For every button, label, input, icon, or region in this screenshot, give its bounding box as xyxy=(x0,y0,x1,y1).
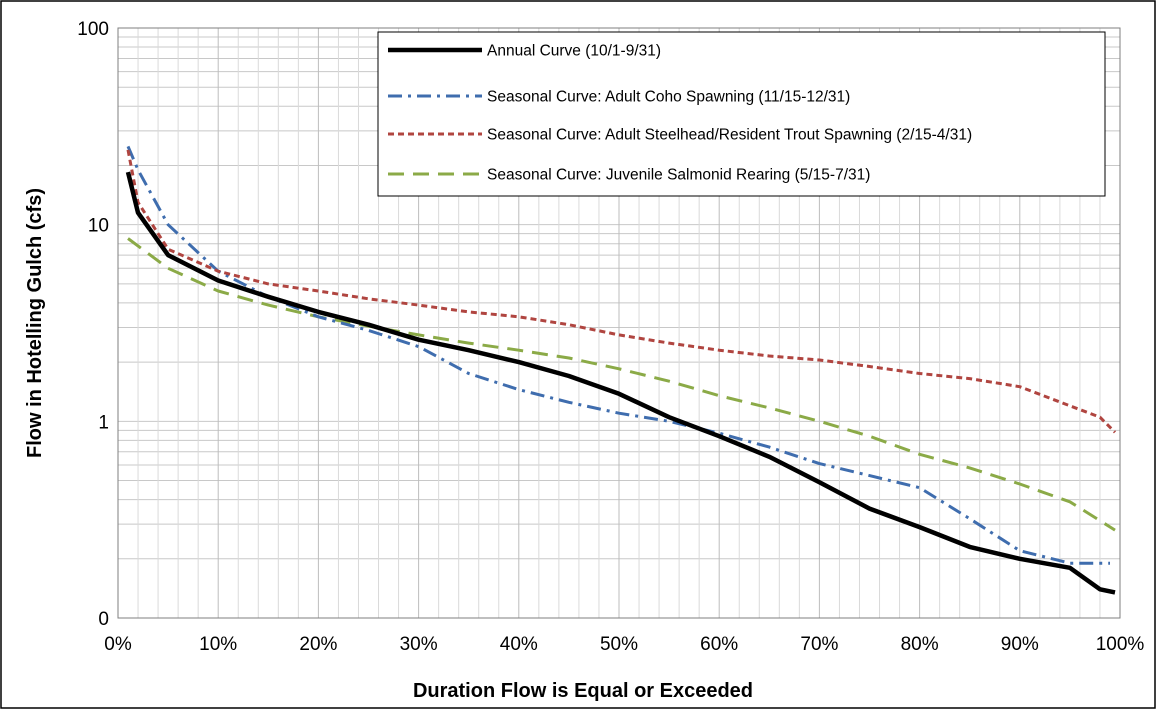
series-line-1 xyxy=(125,171,1116,595)
legend-label: Annual Curve (10/1-9/31) xyxy=(487,43,661,60)
y-tick-label: 0 xyxy=(98,609,109,630)
x-axis-title: Duration Flow is Equal or Exceeded xyxy=(413,680,753,702)
legend-label: Seasonal Curve: Adult Coho Spawning (11/… xyxy=(487,89,850,106)
y-axis-title: Flow in Hotelling Gulch (cfs) xyxy=(24,188,46,458)
tick-labels: 0% 10% 20% 30% 40% 50% 60% 70% 80% 90% 100% 0 1 10 100 xyxy=(77,19,1144,655)
x-tick-label: 30% xyxy=(400,634,438,655)
legend: Annual Curve (10/1-9/31) Seasonal Curve: … xyxy=(377,31,1106,197)
series-lines xyxy=(125,145,1117,595)
plot-area-frame xyxy=(117,27,1121,619)
y-tick-label: 1 xyxy=(98,412,109,433)
x-tick-label: 50% xyxy=(600,634,638,655)
x-tick-label: 60% xyxy=(700,634,738,655)
x-tick-label: 10% xyxy=(199,634,237,655)
x-tick-label: 100% xyxy=(1096,634,1145,655)
y-tick-label: 10 xyxy=(88,216,109,237)
legend-items: Annual Curve (10/1-9/31) Seasonal Curve: … xyxy=(388,43,972,184)
x-tick-label: 70% xyxy=(800,634,838,655)
legend-box xyxy=(377,31,1106,197)
y-tick-label: 100 xyxy=(77,19,109,40)
x-tick-label: 0% xyxy=(104,634,132,655)
series-line-4 xyxy=(127,237,1116,532)
legend-label: Seasonal Curve: Adult Steelhead/Resident… xyxy=(487,127,972,144)
x-tick-label: 80% xyxy=(901,634,939,655)
x-tick-label: 40% xyxy=(500,634,538,655)
x-tick-label: 20% xyxy=(299,634,337,655)
x-tick-label: 90% xyxy=(1001,634,1039,655)
series-line-2 xyxy=(126,145,1110,565)
series-line-3 xyxy=(126,149,1117,434)
legend-label: Seasonal Curve: Juvenile Salmonid Rearin… xyxy=(487,167,870,184)
